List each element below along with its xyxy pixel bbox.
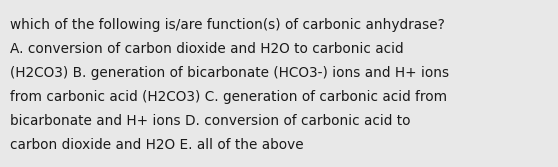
Text: A. conversion of carbon dioxide and H2O to carbonic acid: A. conversion of carbon dioxide and H2O … bbox=[10, 42, 403, 56]
Text: bicarbonate and H+ ions D. conversion of carbonic acid to: bicarbonate and H+ ions D. conversion of… bbox=[10, 114, 411, 128]
Text: carbon dioxide and H2O E. all of the above: carbon dioxide and H2O E. all of the abo… bbox=[10, 138, 304, 152]
Text: which of the following is/are function(s) of carbonic anhydrase?: which of the following is/are function(s… bbox=[10, 18, 445, 32]
Text: from carbonic acid (H2CO3) C. generation of carbonic acid from: from carbonic acid (H2CO3) C. generation… bbox=[10, 90, 447, 104]
Text: (H2CO3) B. generation of bicarbonate (HCO3-) ions and H+ ions: (H2CO3) B. generation of bicarbonate (HC… bbox=[10, 66, 449, 80]
